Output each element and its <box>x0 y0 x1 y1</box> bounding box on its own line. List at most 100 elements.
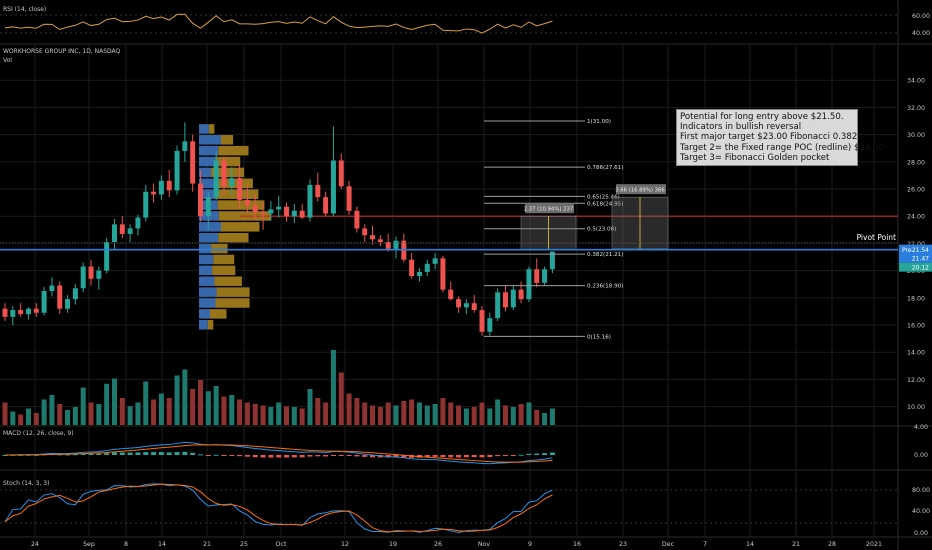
macd-histogram-bar <box>291 455 297 458</box>
rsi-label: RSI (14, close) <box>3 6 46 13</box>
macd-histogram-bar <box>440 455 446 458</box>
volume-profile-gold <box>215 156 241 167</box>
candle-body <box>182 141 188 151</box>
volume-profile-blue <box>199 167 212 178</box>
volume-bar <box>205 391 211 425</box>
x-tick-label: Nov <box>478 541 491 548</box>
volume-profile-blue <box>199 156 216 167</box>
candle-body <box>174 150 180 191</box>
volume-bar <box>502 405 508 425</box>
volume-bar <box>487 408 493 425</box>
note-line-3: First major target $23.00 Fibonacci 0.38… <box>680 132 861 143</box>
candle-body <box>471 303 477 311</box>
x-tick-label: 25 <box>240 541 248 548</box>
macd-histogram-bar <box>221 455 227 456</box>
candle-body <box>393 240 399 249</box>
x-tick-label: 26 <box>434 541 442 548</box>
candle-body <box>315 184 321 198</box>
candle-body <box>104 242 110 271</box>
macd-histogram-bar <box>198 454 203 456</box>
candle-body <box>25 308 31 315</box>
volume-bar <box>526 402 532 425</box>
annotation-note[interactable]: Potential for long entry above $21.50. I… <box>676 109 884 167</box>
candle-body <box>158 180 164 195</box>
volume-bar <box>284 406 290 425</box>
pivot-price-tag: 21.54 <box>912 247 929 254</box>
candle-body <box>10 310 16 317</box>
note-line-1: Potential for long entry above $21.50. <box>680 112 844 122</box>
macd-histogram-bar <box>393 455 399 458</box>
volume-bar <box>393 405 399 425</box>
last-price-tag: 21.47 <box>912 256 929 263</box>
panel-bg-3 <box>0 470 932 537</box>
volume-bar <box>49 395 55 425</box>
panel-bg-0 <box>0 0 932 44</box>
price-tick-label: 24.00 <box>907 214 925 221</box>
candle-body <box>284 206 290 217</box>
macd-histogram-bar <box>143 452 149 455</box>
candle-body <box>354 210 360 229</box>
macd-histogram-bar <box>479 455 485 458</box>
candle-body <box>448 289 454 300</box>
fib-label: 0(15.16) <box>587 334 611 340</box>
volume-profile-gold <box>218 145 249 156</box>
candle-body <box>542 269 548 283</box>
volume-profile-blue <box>199 287 217 297</box>
macd-histogram-bar <box>96 453 102 455</box>
volume-bar <box>448 402 454 425</box>
volume-bar <box>495 399 501 425</box>
candle-body <box>268 209 274 214</box>
volume-bar <box>111 378 117 425</box>
volume-bar <box>299 408 305 425</box>
volume-profile-gold <box>216 287 250 297</box>
volume-bar <box>315 398 321 425</box>
candle-body <box>41 291 47 313</box>
volume-bar <box>549 408 555 425</box>
volume-bar <box>330 350 336 425</box>
volume-bar <box>198 380 203 425</box>
x-tick-label: 23 <box>619 541 627 548</box>
macd-tick: 0.00 <box>914 452 928 459</box>
volume-profile-blue <box>199 232 219 243</box>
range-label: 3.66 (16.89%) 366 <box>615 188 665 194</box>
macd-histogram-bar <box>174 452 180 455</box>
volume-bar <box>41 399 47 425</box>
volume-bar <box>2 402 8 425</box>
volume-profile-gold <box>210 309 227 319</box>
macd-histogram-bar <box>229 455 235 456</box>
x-tick-label: 12 <box>341 541 349 548</box>
fib-label: 0.65(25.46) <box>587 194 620 200</box>
volume-bar <box>354 398 360 425</box>
candle-body <box>463 303 469 308</box>
range-label: 2.37 (10.94%) 237 <box>524 207 574 213</box>
price-tick-label: 14.00 <box>907 350 925 357</box>
candle-body <box>487 318 493 332</box>
volume-bar <box>432 404 438 425</box>
candle-body <box>205 197 211 217</box>
macd-histogram-bar <box>260 455 266 458</box>
volume-profile-blue <box>199 222 221 232</box>
x-tick-label: 2021 <box>866 541 882 548</box>
candle-body <box>338 160 344 187</box>
macd-histogram-bar <box>88 453 94 455</box>
panel-bg-2 <box>0 426 932 470</box>
macd-histogram-bar <box>127 452 133 455</box>
volume-profile-gold <box>221 222 260 232</box>
fib-label: 0.5(23.08) <box>587 227 616 233</box>
range-label-bg <box>616 184 666 195</box>
volume-profile-gold <box>218 232 249 243</box>
macd-histogram-bar <box>182 451 188 455</box>
volume-profile-gold <box>213 254 235 265</box>
candle-body <box>72 288 78 300</box>
volume-bar <box>510 407 516 425</box>
x-tick-label: 7 <box>703 541 707 548</box>
note-line-2: Indicators in bullish reversal <box>680 122 802 133</box>
candle-body <box>424 263 430 272</box>
volume-bar <box>268 407 274 425</box>
candle-body <box>385 242 391 249</box>
price-tags <box>899 244 932 272</box>
volume-bar <box>96 404 102 425</box>
stoch-tick: 40.00 <box>912 508 930 515</box>
candle-body <box>377 239 383 243</box>
